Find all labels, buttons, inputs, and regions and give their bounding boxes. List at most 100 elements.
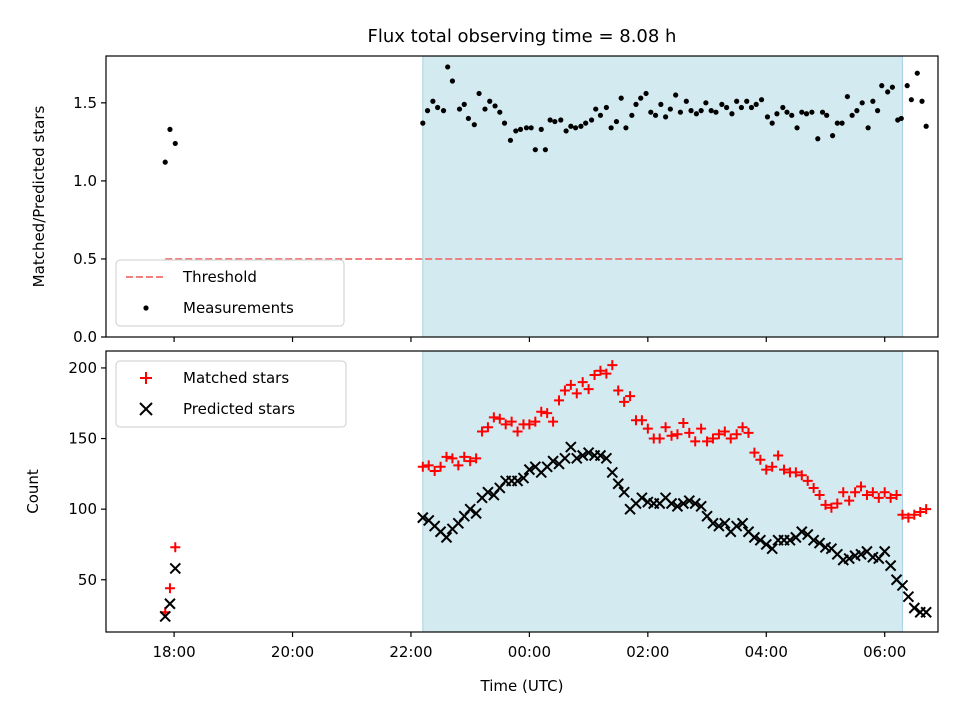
data-point-plus xyxy=(500,419,511,430)
data-point-plus xyxy=(607,360,618,371)
data-point xyxy=(898,115,904,122)
data-point-plus xyxy=(790,467,801,478)
data-point-plus xyxy=(429,466,440,477)
data-point xyxy=(865,125,871,131)
y-tick-label: 100 xyxy=(68,500,97,518)
data-point-x xyxy=(159,610,171,623)
legend-entry-label: Threshold xyxy=(182,268,257,286)
data-point xyxy=(809,109,815,115)
data-point-plus xyxy=(743,427,754,438)
data-point-plus xyxy=(672,429,683,440)
data-point xyxy=(859,100,865,106)
data-point xyxy=(789,112,795,118)
data-point-plus xyxy=(678,418,689,429)
data-point xyxy=(919,98,925,104)
data-point-plus xyxy=(619,396,630,407)
data-point-plus xyxy=(909,509,920,520)
series-matched-stars xyxy=(160,360,932,618)
data-point xyxy=(597,112,604,118)
data-point-plus xyxy=(459,451,470,462)
data-point-plus xyxy=(713,429,724,440)
data-point xyxy=(593,106,599,112)
data-point xyxy=(784,109,790,115)
data-point xyxy=(487,98,493,104)
data-point-plus xyxy=(707,433,718,444)
data-point-plus xyxy=(453,460,464,471)
data-point-plus xyxy=(559,385,570,396)
data-point xyxy=(748,104,755,111)
data-point xyxy=(445,64,451,70)
data-point xyxy=(449,78,456,84)
data-point xyxy=(914,70,920,76)
data-point xyxy=(703,100,709,106)
data-point xyxy=(552,118,558,125)
data-point xyxy=(608,125,614,131)
data-point-plus xyxy=(435,461,446,472)
data-point xyxy=(780,104,786,111)
x-tick-label: 20:00 xyxy=(271,643,314,661)
data-point-plus xyxy=(737,422,748,433)
data-point xyxy=(430,98,436,104)
legend-entry-label: Predicted stars xyxy=(183,400,295,418)
data-point-plus xyxy=(696,423,707,434)
data-point xyxy=(572,125,579,131)
data-point-plus xyxy=(719,426,730,437)
data-point xyxy=(693,111,699,117)
data-point-x xyxy=(482,486,494,498)
y-tick-label: 150 xyxy=(68,430,97,448)
data-point xyxy=(492,103,498,109)
data-point-x xyxy=(511,475,524,487)
data-point-plus xyxy=(571,388,582,399)
data-point-plus xyxy=(702,436,713,447)
legend-entry-label: Matched stars xyxy=(183,369,289,387)
x-tick-label: 18:00 xyxy=(152,643,195,661)
data-point xyxy=(440,108,447,114)
data-point-x xyxy=(606,466,619,479)
data-point xyxy=(629,112,635,118)
data-point xyxy=(839,120,845,126)
data-point-plus xyxy=(873,492,884,503)
data-point-x xyxy=(576,449,589,462)
y-axis-label: Matched/Predicted stars xyxy=(30,106,48,288)
data-point-plus xyxy=(512,426,523,437)
data-point xyxy=(563,128,569,134)
data-point xyxy=(513,128,519,134)
data-point xyxy=(824,112,830,118)
data-point-plus xyxy=(447,453,458,464)
data-point xyxy=(613,118,620,125)
data-point-plus xyxy=(477,426,488,437)
data-point-x xyxy=(683,494,695,507)
legend: Matched stars Predicted stars xyxy=(115,360,347,428)
data-point-plus xyxy=(796,470,807,481)
data-point xyxy=(648,109,654,115)
data-point xyxy=(673,92,679,98)
data-point-plus xyxy=(666,430,677,441)
data-point xyxy=(643,90,649,97)
data-point-x xyxy=(677,497,690,510)
data-point xyxy=(667,106,673,112)
data-point-plus xyxy=(625,391,636,402)
data-point-plus xyxy=(554,395,565,406)
data-point xyxy=(523,125,530,131)
data-point-plus xyxy=(548,416,559,427)
data-point xyxy=(528,125,534,131)
data-point-plus xyxy=(879,487,890,498)
data-point-x xyxy=(571,452,583,465)
data-point-x xyxy=(600,452,613,465)
data-point-plus xyxy=(814,490,825,501)
data-point-x xyxy=(695,500,707,513)
data-point-plus xyxy=(832,498,843,509)
data-point xyxy=(815,136,821,142)
data-point-x xyxy=(719,517,731,529)
data-point xyxy=(708,108,714,114)
data-point-plus xyxy=(802,475,813,486)
data-point xyxy=(658,101,664,107)
data-point xyxy=(719,101,725,107)
data-point-plus xyxy=(471,453,482,464)
data-point xyxy=(870,98,876,104)
axes-frame xyxy=(105,350,939,633)
data-point xyxy=(908,97,914,103)
x-axis-label: Time (UTC) xyxy=(480,677,564,695)
data-point-plus xyxy=(488,412,499,423)
data-point xyxy=(588,117,595,123)
